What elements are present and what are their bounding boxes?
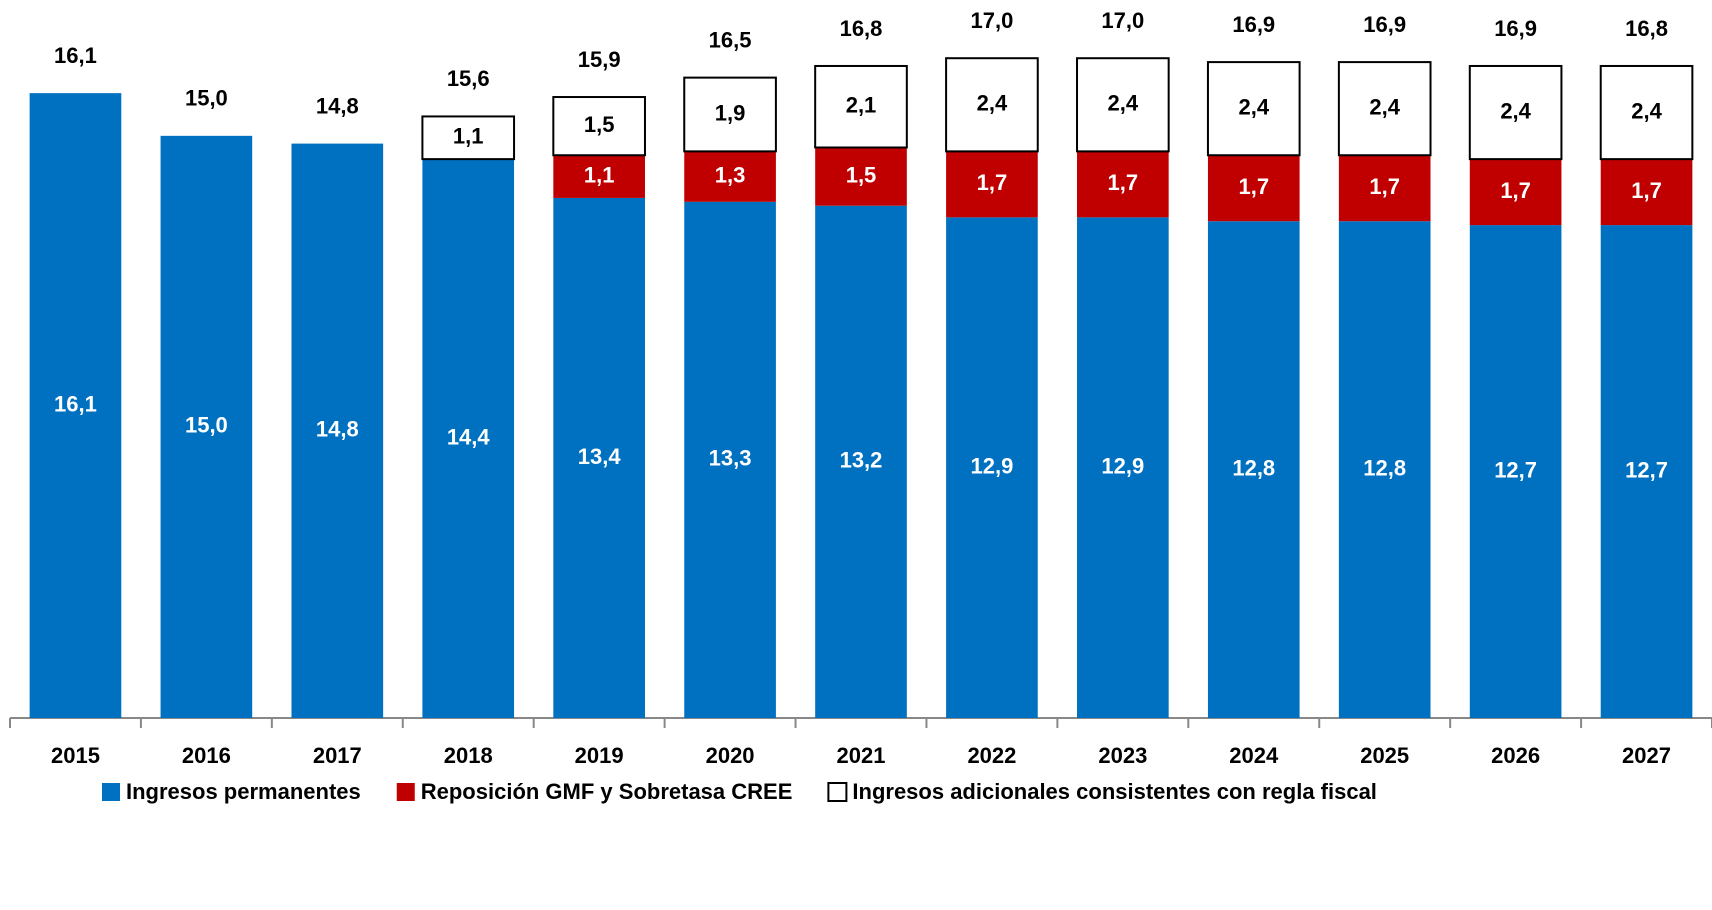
- value-label: 2,4: [1108, 91, 1139, 116]
- legend-label: Reposición GMF y Sobretasa CREE: [421, 779, 793, 804]
- value-label: 1,7: [1500, 178, 1531, 203]
- x-tick-label: 2027: [1622, 743, 1671, 768]
- value-label: 1,1: [584, 162, 615, 187]
- value-label: 1,5: [584, 112, 615, 137]
- value-label: 12,9: [971, 453, 1014, 478]
- bar-segment: [1600, 159, 1693, 226]
- x-tick-label: 2023: [1098, 743, 1147, 768]
- value-label: 14,8: [316, 417, 359, 442]
- total-label: 16,1: [54, 43, 97, 68]
- x-tick-label: 2020: [706, 743, 755, 768]
- bar-segment: [1600, 225, 1693, 718]
- bar-segment: [814, 64, 908, 149]
- value-label: 1,7: [1631, 178, 1662, 203]
- total-label: 16,9: [1494, 16, 1537, 41]
- value-label: 1,7: [1238, 174, 1269, 199]
- legend-swatch: [827, 782, 848, 802]
- value-label: 1,5: [846, 162, 877, 187]
- value-label: 14,4: [447, 424, 491, 449]
- value-label: 2,4: [1631, 98, 1662, 123]
- value-label: 1,9: [715, 100, 746, 125]
- total-label: 16,8: [1625, 16, 1668, 41]
- x-tick-label: 2021: [837, 743, 886, 768]
- total-label: 17,0: [1101, 8, 1144, 33]
- bar-segment: [1206, 61, 1301, 157]
- value-label: 1,7: [977, 170, 1008, 195]
- bar-segment: [1338, 221, 1431, 718]
- bar-segment: [1077, 217, 1169, 718]
- bar-segment: [1599, 64, 1694, 161]
- x-tick-label: 2017: [313, 743, 362, 768]
- bar-segment: [946, 217, 1038, 718]
- value-label: 16,1: [54, 391, 97, 416]
- value-label: 13,4: [578, 444, 622, 469]
- x-tick-label: 2015: [51, 743, 100, 768]
- value-label: 13,2: [840, 448, 883, 473]
- bar-segment: [1469, 159, 1562, 226]
- value-label: 12,9: [1101, 453, 1144, 478]
- x-tick-label: 2025: [1360, 743, 1409, 768]
- bar-segment: [29, 93, 122, 719]
- bar-segment: [1468, 64, 1563, 161]
- x-tick-label: 2022: [967, 743, 1016, 768]
- x-tick-label: 2018: [444, 743, 493, 768]
- total-label: 15,6: [447, 66, 490, 91]
- total-label: 16,9: [1363, 12, 1406, 37]
- legend-swatch: [102, 783, 120, 801]
- value-label: 15,0: [185, 413, 228, 438]
- bar-segment: [815, 147, 907, 206]
- bar-segment: [815, 205, 907, 719]
- value-label: 12,8: [1363, 455, 1406, 480]
- total-label: 16,9: [1232, 12, 1275, 37]
- value-label: 2,4: [1238, 94, 1269, 119]
- total-label: 16,8: [840, 16, 883, 41]
- bar-segment: [1076, 57, 1170, 153]
- value-label: 1,7: [1108, 170, 1139, 195]
- value-label: 12,8: [1232, 455, 1275, 480]
- value-label: 1,1: [453, 124, 484, 149]
- value-label: 2,4: [977, 91, 1008, 116]
- bar-segment: [291, 143, 384, 719]
- legend-label: Ingresos permanentes: [126, 779, 361, 804]
- value-label: 2,4: [1500, 98, 1531, 123]
- bar-segment: [1207, 221, 1300, 718]
- bar-segment: [553, 197, 645, 719]
- value-label: 13,3: [709, 446, 752, 471]
- bar-segment: [684, 151, 776, 202]
- bar-segment: [946, 151, 1038, 218]
- value-label: 2,1: [846, 93, 877, 118]
- x-tick-label: 2024: [1229, 743, 1279, 768]
- bar-segment: [160, 135, 253, 719]
- value-label: 12,7: [1625, 457, 1668, 482]
- bar-segment: [1337, 61, 1432, 157]
- bar-segment: [1207, 155, 1300, 222]
- total-label: 17,0: [971, 8, 1014, 33]
- total-label: 15,0: [185, 86, 228, 111]
- x-tick-label: 2016: [182, 743, 231, 768]
- x-tick-label: 2026: [1491, 743, 1540, 768]
- value-label: 12,7: [1494, 457, 1537, 482]
- total-label: 14,8: [316, 93, 359, 118]
- bar-segment: [1338, 155, 1431, 222]
- bar-segment: [421, 115, 516, 161]
- value-label: 2,4: [1369, 94, 1400, 119]
- value-label: 1,7: [1369, 174, 1400, 199]
- bar-segment: [945, 57, 1039, 153]
- total-label: 16,5: [709, 27, 752, 52]
- bar-segment: [552, 96, 646, 157]
- bar-segment: [684, 201, 776, 718]
- legend-swatch: [396, 783, 415, 801]
- bar-segment: [1469, 225, 1562, 718]
- bar-segment: [553, 155, 645, 198]
- bar-segment: [422, 159, 515, 718]
- legend-label: Ingresos adicionales consistentes con re…: [852, 779, 1377, 804]
- total-label: 15,9: [578, 47, 621, 72]
- value-label: 1,3: [715, 162, 746, 187]
- bar-segment: [1077, 151, 1169, 218]
- x-tick-label: 2019: [575, 743, 624, 768]
- bar-segment: [683, 76, 777, 153]
